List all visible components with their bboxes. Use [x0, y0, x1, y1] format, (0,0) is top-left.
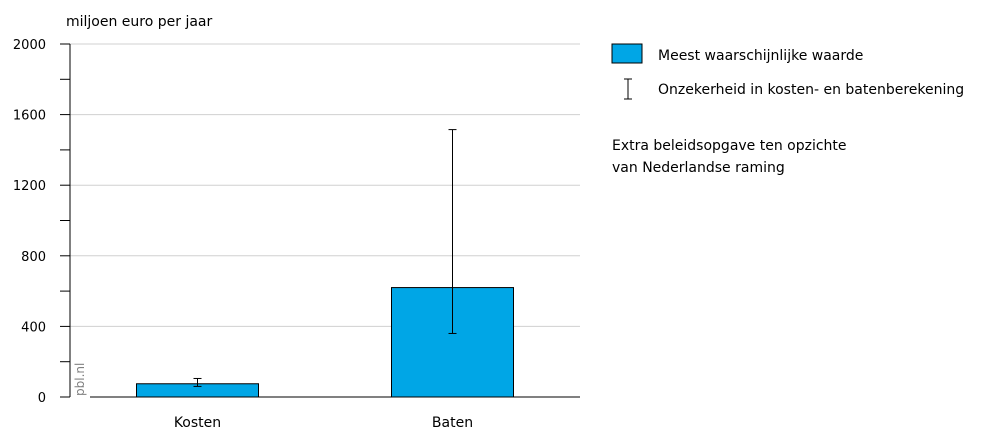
y-axis: 0 400 800 1200 1600 2000	[13, 38, 71, 406]
watermark: pbl.nl	[73, 363, 87, 396]
y-tick-label: 1200	[13, 179, 46, 194]
x-tick-label: Kosten	[174, 415, 221, 431]
legend: Meest waarschijnlijke waarde Onzekerheid…	[611, 43, 964, 100]
y-tick-label: 400	[21, 320, 46, 335]
gridlines	[70, 43, 580, 327]
x-tick-labels: Kosten Baten	[174, 415, 473, 431]
legend-label-errorbar: Onzekerheid in kosten- en batenberekenin…	[658, 82, 964, 98]
x-tick-label: Baten	[432, 415, 473, 431]
note-line-1: Extra beleidsopgave ten opzichte	[612, 138, 847, 154]
y-tick-label: 1600	[13, 109, 46, 124]
bars	[136, 287, 514, 398]
y-tick-label: 800	[21, 250, 46, 265]
error-bars	[193, 129, 457, 387]
legend-bar-swatch	[611, 43, 643, 64]
note-line-2: van Nederlandse raming	[612, 160, 785, 176]
legend-label-bar: Meest waarschijnlijke waarde	[658, 48, 863, 64]
y-tick-label: 0	[38, 391, 46, 406]
y-tick-label: 2000	[13, 38, 46, 53]
y-axis-label: miljoen euro per jaar	[66, 14, 213, 30]
legend-errorbar-icon	[624, 78, 632, 100]
